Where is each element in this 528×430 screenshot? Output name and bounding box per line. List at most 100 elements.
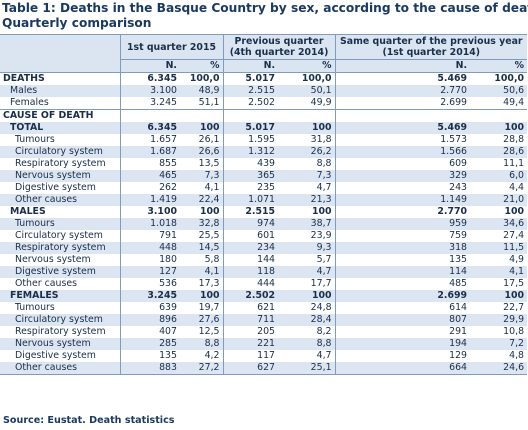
cell-percent: 100 — [278, 122, 336, 134]
cell-count: 205 — [222, 326, 279, 338]
cell-count: 664 — [334, 362, 471, 375]
cell-count: 959 — [334, 218, 471, 230]
header-n: N. — [222, 59, 279, 73]
cell-percent: 100 — [470, 290, 528, 302]
cell-count: 2.515 — [222, 85, 279, 97]
cell-count: 2.770 — [334, 85, 471, 97]
cell-percent: 4,2 — [180, 350, 224, 362]
cell-empty — [119, 109, 180, 122]
cell-percent: 19,7 — [180, 302, 224, 314]
cause-row: Circulatory system 896 27,6 711 28,4 807 29,9 — [0, 314, 528, 326]
cell-count: 1.595 — [222, 134, 279, 146]
cell-percent: 49,9 — [278, 97, 336, 110]
cell-percent: 4,7 — [278, 182, 336, 194]
cell-percent: 48,9 — [180, 85, 224, 97]
cell-count: 3.245 — [119, 97, 180, 110]
cell-count: 114 — [334, 266, 471, 278]
cause-row: Other causes 536 17,3 444 17,7 485 17,5 — [0, 278, 528, 290]
cause-row: Tumours 1.018 32,8 974 38,7 959 34,6 — [0, 218, 528, 230]
cell-count: 3.245 — [119, 290, 180, 302]
title-line-1: Table 1: Deaths in the Basque Country by… — [2, 1, 528, 15]
cause-group-row: FEMALES 3.245 100 2.502 100 2.699 100 — [0, 290, 528, 302]
row-label: Tumours — [0, 134, 120, 146]
row-label: Nervous system — [0, 338, 120, 350]
cause-row: Tumours 1.657 26,1 1.595 31,8 1.573 28,8 — [0, 134, 528, 146]
cell-percent: 23,9 — [278, 230, 336, 242]
cell-count: 129 — [334, 350, 471, 362]
row-label: Nervous system — [0, 170, 120, 182]
cell-count: 6.345 — [119, 122, 180, 134]
cell-count: 3.100 — [119, 85, 180, 97]
cell-count: 444 — [222, 278, 279, 290]
header-empty — [0, 34, 120, 60]
row-label: TOTAL — [0, 122, 120, 134]
cell-percent: 17,7 — [278, 278, 336, 290]
cell-count: 2.699 — [334, 97, 471, 110]
cell-count: 2.502 — [222, 97, 279, 110]
cell-percent: 8,2 — [278, 326, 336, 338]
cell-count: 5.017 — [222, 122, 279, 134]
cell-count: 194 — [334, 338, 471, 350]
cell-count: 3.100 — [119, 206, 180, 218]
row-label: Nervous system — [0, 254, 120, 266]
cell-percent: 7,3 — [278, 170, 336, 182]
cell-count: 448 — [119, 242, 180, 254]
header-n: N. — [334, 59, 471, 73]
cell-percent: 100 — [278, 206, 336, 218]
cell-count: 465 — [119, 170, 180, 182]
source-note: Source: Eustat. Death statistics — [3, 415, 175, 426]
cell-percent: 21,3 — [278, 194, 336, 206]
cell-count: 627 — [222, 362, 279, 375]
cell-count: 135 — [119, 350, 180, 362]
cell-count: 896 — [119, 314, 180, 326]
cause-row: Nervous system 180 5,8 144 5,7 135 4,9 — [0, 254, 528, 266]
header-same-line2: (1st quarter 2014) — [382, 47, 481, 58]
cell-count: 609 — [334, 158, 471, 170]
row-label: Circulatory system — [0, 314, 120, 326]
cell-count: 485 — [334, 278, 471, 290]
header-row-groups: 1st quarter 2015 Previous quarter (4th q… — [0, 34, 528, 60]
row-label: Respiratory system — [0, 326, 120, 338]
cell-count: 791 — [119, 230, 180, 242]
cell-count: 6.345 — [119, 72, 180, 85]
cell-percent: 17,3 — [180, 278, 224, 290]
cell-count: 135 — [334, 254, 471, 266]
row-label: FEMALES — [0, 290, 120, 302]
cell-percent: 100,0 — [278, 72, 336, 85]
header-pct: % — [278, 59, 336, 73]
cell-count: 291 — [334, 326, 471, 338]
row-label: MALES — [0, 206, 120, 218]
cell-count: 118 — [222, 266, 279, 278]
cell-count: 1.018 — [119, 218, 180, 230]
deaths-females-row: Females 3.245 51,1 2.502 49,9 2.699 49,4 — [0, 97, 528, 110]
cell-count: 1.312 — [222, 146, 279, 158]
row-label: Respiratory system — [0, 242, 120, 254]
cell-count: 639 — [119, 302, 180, 314]
header-q1: 1st quarter 2015 — [119, 34, 224, 60]
cell-percent: 4,8 — [470, 350, 528, 362]
cell-percent: 26,2 — [278, 146, 336, 158]
row-label: DEATHS — [0, 72, 120, 85]
cell-percent: 50,6 — [470, 85, 528, 97]
cell-percent: 25,5 — [180, 230, 224, 242]
cell-count: 262 — [119, 182, 180, 194]
deaths-males-row: Males 3.100 48,9 2.515 50,1 2.770 50,6 — [0, 85, 528, 97]
cell-count: 711 — [222, 314, 279, 326]
row-label: Males — [0, 85, 120, 97]
cell-percent: 13,5 — [180, 158, 224, 170]
cell-percent: 11,1 — [470, 158, 528, 170]
cell-percent: 100 — [180, 206, 224, 218]
cell-count: 2.770 — [334, 206, 471, 218]
cause-row: Circulatory system 791 25,5 601 23,9 759 27,4 — [0, 230, 528, 242]
cell-percent: 4,1 — [180, 266, 224, 278]
cell-count: 759 — [334, 230, 471, 242]
cell-count: 855 — [119, 158, 180, 170]
cell-percent: 8,8 — [278, 158, 336, 170]
row-label: Females — [0, 97, 120, 110]
cell-count: 117 — [222, 350, 279, 362]
cell-percent: 27,6 — [180, 314, 224, 326]
cell-count: 180 — [119, 254, 180, 266]
row-label: Other causes — [0, 362, 120, 375]
cell-percent: 4,7 — [278, 350, 336, 362]
cell-percent: 4,1 — [470, 266, 528, 278]
